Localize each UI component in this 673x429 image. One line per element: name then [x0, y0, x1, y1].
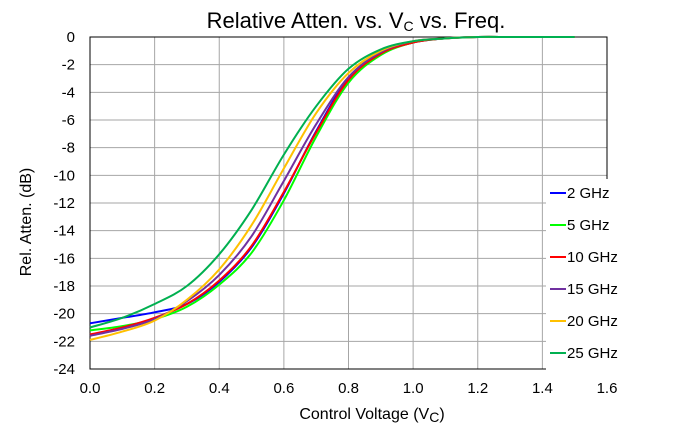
- x-tick-label: 0.6: [273, 380, 294, 397]
- x-tick-label: 1.4: [532, 380, 553, 397]
- grid: [89, 36, 608, 370]
- x-tick-label: 1.6: [597, 380, 618, 397]
- x-axis-label: Control Voltage (VC): [299, 406, 444, 425]
- y-tick-label: -20: [53, 306, 75, 323]
- series-line-15-ghz: [89, 35, 575, 337]
- legend-label-5-ghz: 5 GHz: [567, 217, 610, 234]
- x-tick-label: 0.4: [209, 380, 230, 397]
- x-tick-label: 1.0: [403, 380, 424, 397]
- y-axis-label: Rel. Atten. (dB): [18, 168, 35, 277]
- y-tick-label: -6: [62, 112, 75, 129]
- y-tick-label: -8: [62, 140, 75, 157]
- legend-label-20-ghz: 20 GHz: [567, 313, 618, 330]
- y-tick-label: -10: [53, 167, 75, 184]
- y-tick-label: -12: [53, 195, 75, 212]
- x-tick-label: 0.8: [338, 380, 359, 397]
- y-tick-label: -22: [53, 333, 75, 350]
- y-tick-label: 0: [67, 29, 75, 46]
- series-line-25-ghz: [89, 35, 575, 329]
- y-tick-label: -24: [53, 361, 75, 378]
- legend-label-10-ghz: 10 GHz: [567, 249, 618, 266]
- x-tick-label: 0.0: [80, 380, 101, 397]
- legend-label-25-ghz: 25 GHz: [567, 345, 618, 362]
- chart-title: Relative Atten. vs. VC vs. Freq.: [207, 8, 506, 34]
- legend: [546, 179, 647, 375]
- series-line-10-ghz: [89, 35, 575, 336]
- y-tick-label: -14: [53, 223, 75, 240]
- series-line-2-ghz: [89, 35, 575, 325]
- y-axis-ticks: 0 -2 -4 -6 -8 -10 -12 -14 -16 -18 -20 -22 -24: [53, 29, 75, 378]
- x-axis-ticks: 0.0 0.2 0.4 0.6 0.8 1.0 1.2 1.4 1.6: [80, 380, 618, 397]
- x-tick-label: 1.2: [467, 380, 488, 397]
- y-tick-label: -16: [53, 250, 75, 267]
- x-tick-label: 0.2: [144, 380, 165, 397]
- legend-items: 2 GHz 5 GHz 10 GHz 15 GHz 20 GHz 25 GHz: [550, 185, 618, 362]
- legend-label-15-ghz: 15 GHz: [567, 281, 618, 298]
- series-line-20-ghz: [89, 35, 575, 341]
- y-tick-label: -18: [53, 278, 75, 295]
- legend-label-2-ghz: 2 GHz: [567, 185, 610, 202]
- y-tick-label: -4: [62, 84, 75, 101]
- series-layer: [89, 35, 575, 341]
- y-tick-label: -2: [62, 57, 75, 74]
